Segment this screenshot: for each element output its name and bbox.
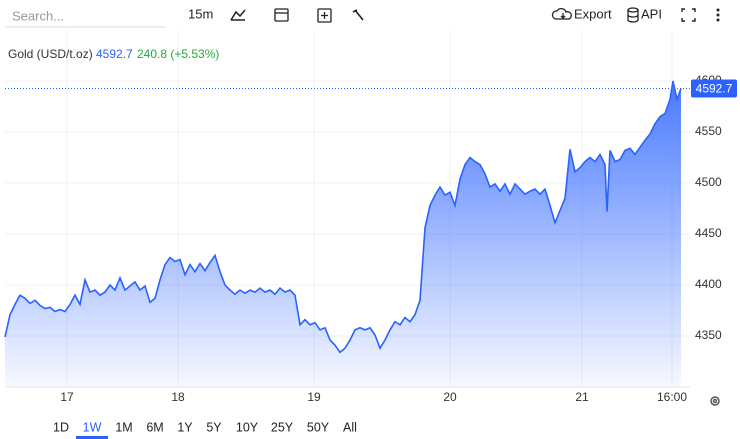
range-button[interactable]: 1W (83, 420, 102, 434)
settings-icon[interactable] (710, 396, 720, 406)
x-tick-label: 19 (307, 390, 321, 404)
y-tick-label: 4400 (695, 277, 722, 291)
api-button[interactable]: API (641, 6, 662, 21)
last-price-box (691, 79, 737, 98)
legend-change: 240.8 (+5.53%) (137, 47, 219, 61)
legend-title: Gold (USD/t.oz) (8, 47, 93, 61)
range-button[interactable]: 1Y (177, 420, 193, 434)
y-tick-label: 4350 (695, 328, 722, 342)
y-tick-label: 4450 (695, 226, 722, 240)
plot (4, 30, 690, 388)
range-button[interactable]: 50Y (307, 420, 330, 434)
x-tick-label: 18 (171, 390, 185, 404)
calendar-icon[interactable] (274, 8, 289, 22)
range-button[interactable]: 1D (53, 420, 69, 434)
search-input[interactable]: Search... (12, 8, 64, 23)
range-button[interactable]: 1M (115, 420, 132, 434)
interval-button[interactable]: 15m (188, 6, 213, 21)
range-button[interactable]: 25Y (271, 420, 294, 434)
area-fill (5, 81, 681, 387)
export-icon[interactable] (551, 7, 572, 20)
range-bar: 1D 1W 1M 6M 1Y 5Y 10Y 25Y 50Y All (53, 420, 357, 439)
range-button[interactable]: All (343, 420, 357, 434)
tools-icon[interactable] (352, 9, 364, 21)
y-tick-label: 4500 (695, 175, 722, 189)
legend-last: 4592.7 (96, 47, 133, 61)
range-button[interactable]: 5Y (206, 420, 222, 434)
chart-type-icon[interactable] (230, 9, 246, 21)
api-icon[interactable] (627, 7, 639, 23)
menu-icon[interactable] (716, 8, 720, 22)
x-tick-label: 16:00 (657, 390, 687, 404)
add-icon[interactable] (317, 8, 332, 23)
y-tick-label: 4550 (695, 124, 722, 138)
x-tick-label: 20 (443, 390, 457, 404)
last-price-label: 4592.7 (696, 82, 733, 96)
x-tick-label: 17 (60, 390, 74, 404)
x-tick-label: 21 (575, 390, 589, 404)
export-button[interactable]: Export (574, 6, 612, 21)
price-line (4, 80, 682, 354)
fullscreen-icon[interactable] (681, 8, 696, 22)
range-selected-underline (76, 436, 108, 439)
range-button[interactable]: 10Y (236, 420, 259, 434)
toolbar (0, 0, 740, 30)
range-button[interactable]: 6M (146, 420, 163, 434)
